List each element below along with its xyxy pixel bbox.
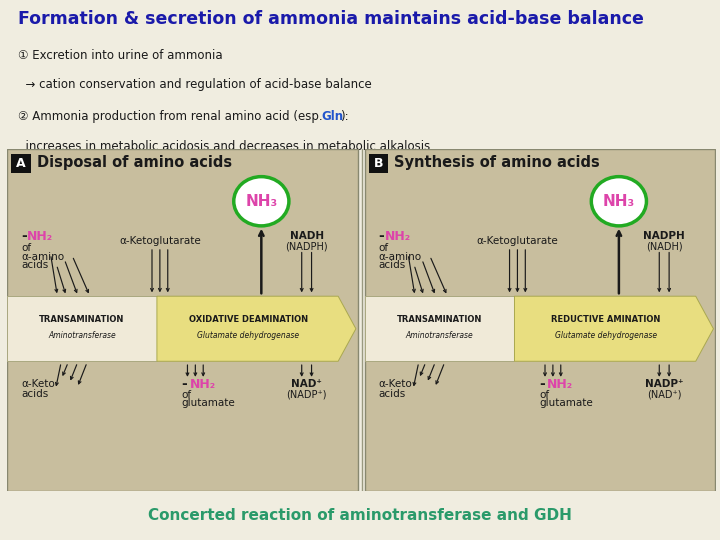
Text: NH₃: NH₃ bbox=[603, 194, 635, 209]
Text: α-Keto: α-Keto bbox=[21, 379, 55, 389]
Text: of: of bbox=[181, 390, 192, 400]
Text: -: - bbox=[379, 230, 384, 244]
Text: NH₂: NH₂ bbox=[189, 377, 215, 390]
Text: TRANSAMINATION: TRANSAMINATION bbox=[40, 315, 125, 325]
Bar bbox=[7, 296, 157, 361]
Text: NAD⁺: NAD⁺ bbox=[291, 379, 322, 389]
Text: Aminotransferase: Aminotransferase bbox=[406, 331, 474, 340]
Text: α-Ketoglutarate: α-Ketoglutarate bbox=[477, 236, 558, 246]
Text: Concerted reaction of aminotransferase and GDH: Concerted reaction of aminotransferase a… bbox=[148, 508, 572, 523]
Bar bbox=[369, 154, 388, 173]
Text: glutamate: glutamate bbox=[539, 399, 593, 408]
Text: REDUCTIVE AMINATION: REDUCTIVE AMINATION bbox=[552, 315, 661, 325]
Text: acids: acids bbox=[379, 389, 406, 399]
Text: α-amino: α-amino bbox=[21, 252, 64, 262]
Text: -: - bbox=[181, 377, 187, 391]
Text: NH₂: NH₂ bbox=[384, 230, 410, 243]
Circle shape bbox=[234, 177, 289, 226]
Text: of: of bbox=[21, 243, 31, 253]
Text: -: - bbox=[539, 377, 545, 391]
Text: NH₃: NH₃ bbox=[246, 194, 277, 209]
Polygon shape bbox=[157, 296, 356, 361]
Text: (NADP⁺): (NADP⁺) bbox=[287, 390, 327, 400]
Text: ):: ): bbox=[341, 110, 349, 123]
Text: NADH: NADH bbox=[289, 232, 324, 241]
Text: of: of bbox=[539, 390, 549, 400]
Bar bbox=[7, 148, 358, 491]
Bar bbox=[11, 154, 31, 173]
Text: ① Excretion into urine of ammonia: ① Excretion into urine of ammonia bbox=[18, 49, 222, 62]
Text: increases in metabolic acidosis and decreases in metabolic alkalosis: increases in metabolic acidosis and decr… bbox=[18, 139, 430, 152]
Text: α-amino: α-amino bbox=[379, 252, 422, 262]
Text: acids: acids bbox=[379, 260, 406, 271]
Text: of: of bbox=[379, 243, 389, 253]
Text: Disposal of amino acids: Disposal of amino acids bbox=[37, 155, 232, 170]
Bar bbox=[365, 296, 515, 361]
Text: NH₂: NH₂ bbox=[27, 230, 53, 243]
Text: ② Ammonia production from renal amino acid (esp.: ② Ammonia production from renal amino ac… bbox=[18, 110, 326, 123]
Circle shape bbox=[591, 177, 647, 226]
Text: Synthesis of amino acids: Synthesis of amino acids bbox=[395, 155, 600, 170]
Text: acids: acids bbox=[21, 260, 48, 271]
Polygon shape bbox=[515, 296, 714, 361]
Text: TRANSAMINATION: TRANSAMINATION bbox=[397, 315, 482, 325]
Circle shape bbox=[593, 178, 644, 224]
Text: NADP⁺: NADP⁺ bbox=[645, 379, 683, 389]
Text: acids: acids bbox=[21, 389, 48, 399]
Text: glutamate: glutamate bbox=[181, 399, 235, 408]
Text: OXIDATIVE DEAMINATION: OXIDATIVE DEAMINATION bbox=[189, 315, 308, 325]
Text: (NADH): (NADH) bbox=[646, 241, 683, 251]
Text: -: - bbox=[21, 230, 27, 244]
Text: α-Keto: α-Keto bbox=[379, 379, 413, 389]
Text: Glutamate dehydrogenase: Glutamate dehydrogenase bbox=[197, 331, 300, 340]
Bar bbox=[365, 148, 716, 491]
Text: → cation conservation and regulation of acid-base balance: → cation conservation and regulation of … bbox=[18, 78, 372, 91]
Text: (NADPH): (NADPH) bbox=[285, 241, 328, 251]
Text: Aminotransferase: Aminotransferase bbox=[48, 331, 116, 340]
Text: B: B bbox=[374, 157, 383, 170]
Text: (NAD⁺): (NAD⁺) bbox=[647, 390, 681, 400]
Text: Glutamate dehydrogenase: Glutamate dehydrogenase bbox=[555, 331, 657, 340]
Text: NH₂: NH₂ bbox=[547, 377, 573, 390]
Text: α-Ketoglutarate: α-Ketoglutarate bbox=[119, 236, 201, 246]
Text: A: A bbox=[16, 157, 26, 170]
Text: Formation & secretion of ammonia maintains acid-base balance: Formation & secretion of ammonia maintai… bbox=[18, 10, 644, 28]
Text: Gln: Gln bbox=[322, 110, 343, 123]
Text: NADPH: NADPH bbox=[644, 232, 685, 241]
